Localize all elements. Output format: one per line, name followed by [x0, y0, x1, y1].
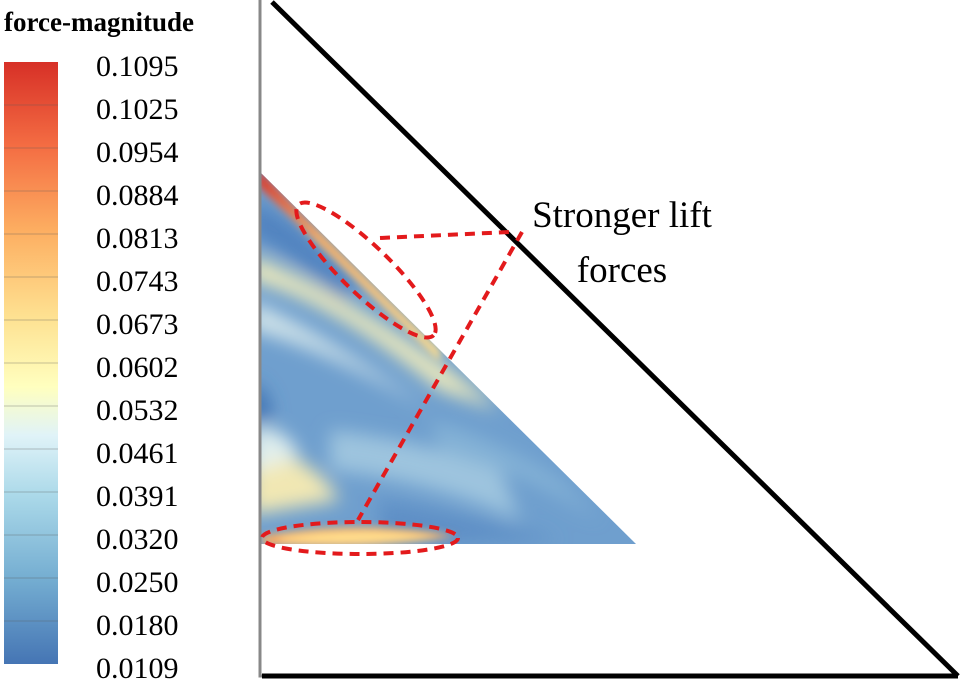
- legend-tick-label: 0.1025: [96, 93, 179, 126]
- callout-line-bottom: [356, 231, 524, 521]
- legend-tick-label: 0.0884: [96, 179, 179, 212]
- legend-tick-label: 0.1095: [96, 50, 179, 83]
- annotation-line-2: forces: [576, 250, 668, 291]
- legend-tick-label: 0.0954: [96, 136, 179, 169]
- legend-tick-label: 0.0673: [96, 308, 179, 341]
- legend-tick-label: 0.0602: [96, 351, 179, 384]
- legend-tick-label: 0.0109: [96, 652, 179, 685]
- legend-tick-label: 0.0180: [96, 609, 179, 642]
- legend-tick-label: 0.0743: [96, 265, 179, 298]
- annotation-line-1: Stronger lift: [532, 195, 712, 236]
- callout-line-top: [379, 230, 511, 240]
- legend-tick-label: 0.0532: [96, 394, 179, 427]
- edge-highlight-ellipse: [294, 200, 438, 340]
- legend-tick-label: 0.0813: [96, 222, 179, 255]
- legend-tick-label: 0.0461: [96, 437, 179, 470]
- highlight-markers: [260, 200, 524, 556]
- legend-tick-label: 0.0391: [96, 480, 179, 513]
- annotation-label: Stronger lift forces: [512, 188, 732, 298]
- colorbar: [4, 62, 58, 664]
- legend-tick-label: 0.0320: [96, 523, 179, 556]
- legend-tick-label: 0.0250: [96, 566, 179, 599]
- bottom-highlight-ellipse: [260, 520, 460, 556]
- domain-hypotenuse: [270, 0, 960, 678]
- legend-title: force-magnitude: [4, 7, 194, 37]
